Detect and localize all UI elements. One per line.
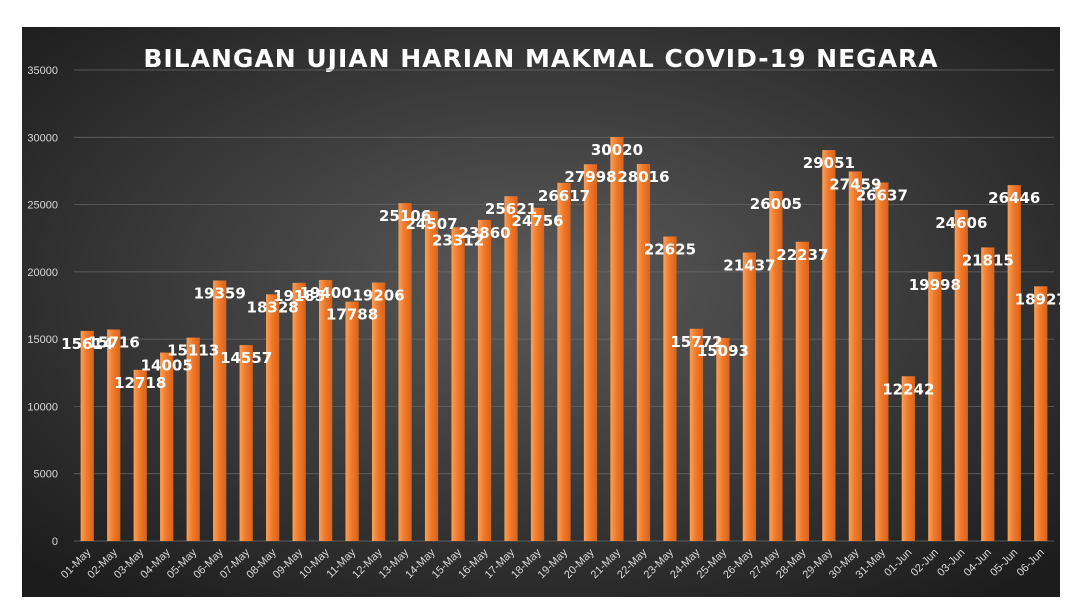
data-label-06-May: 19359 bbox=[194, 284, 246, 302]
y-tick-label: 20000 bbox=[27, 267, 58, 279]
y-tick-label: 0 bbox=[52, 536, 58, 548]
data-label-02-Jun: 19998 bbox=[909, 276, 961, 294]
bar-20-May bbox=[583, 164, 598, 541]
bar-18-May bbox=[530, 207, 545, 541]
y-tick-label: 25000 bbox=[27, 200, 58, 212]
chart-title: BILANGAN UJIAN HARIAN MAKMAL COVID-19 NE… bbox=[143, 44, 938, 73]
bar-11-May bbox=[345, 301, 359, 541]
bar-06-Jun bbox=[1034, 286, 1048, 541]
bar-22-May bbox=[636, 163, 651, 541]
data-label-12-May: 19206 bbox=[353, 287, 405, 305]
bar-27-May bbox=[769, 191, 783, 541]
bar-01-May bbox=[80, 330, 94, 541]
data-label-04-Jun: 21815 bbox=[962, 251, 1014, 269]
bar-30-May bbox=[848, 171, 862, 541]
data-label-14-May: 24507 bbox=[405, 215, 457, 233]
bar-04-May bbox=[160, 352, 174, 541]
data-label-31-May: 26637 bbox=[856, 187, 908, 205]
data-label-26-May: 21437 bbox=[723, 257, 775, 275]
data-label-15-May: 23312 bbox=[432, 231, 484, 249]
bar-15-May bbox=[451, 227, 465, 541]
bar-05-Jun bbox=[1007, 185, 1021, 541]
data-label-18-May: 24756 bbox=[511, 212, 563, 230]
y-axis-ticks: 0 5000 10000 15000 20000 25000 30000 35000 bbox=[27, 65, 58, 548]
bar-31-May bbox=[875, 182, 889, 541]
data-label-27-May: 26005 bbox=[750, 195, 802, 213]
bar-01-Jun bbox=[901, 376, 915, 541]
data-label-10-May: 19400 bbox=[300, 284, 352, 302]
bar-21-May bbox=[610, 137, 624, 541]
data-label-28-May: 22237 bbox=[776, 246, 828, 264]
data-label-13-May: 25106 bbox=[379, 207, 431, 225]
bar-28-May bbox=[795, 241, 809, 541]
data-label-20-May: 27998 bbox=[564, 168, 616, 186]
data-label-08-May: 18328 bbox=[247, 298, 299, 316]
bar-06-May bbox=[213, 280, 227, 541]
data-label-09-May: 19185 bbox=[273, 287, 325, 305]
bar-07-May bbox=[239, 345, 253, 541]
y-tick-label: 35000 bbox=[27, 65, 58, 77]
bar-29-May bbox=[822, 150, 836, 541]
data-label-23-May: 22625 bbox=[644, 241, 696, 259]
data-label-01-Jun: 12242 bbox=[882, 380, 934, 398]
bar-14-May bbox=[424, 211, 439, 541]
bar-16-May bbox=[477, 219, 492, 541]
bar-09-May bbox=[292, 282, 306, 541]
data-label-05-May: 15113 bbox=[167, 342, 219, 360]
bar-chart: BILANGAN UJIAN HARIAN MAKMAL COVID-19 NE… bbox=[22, 27, 1060, 597]
data-label-03-Jun: 24606 bbox=[935, 214, 987, 232]
y-tick-label: 10000 bbox=[27, 401, 58, 413]
bar-17-May bbox=[504, 196, 518, 541]
bar-03-Jun bbox=[954, 209, 968, 542]
bar-03-May bbox=[133, 369, 147, 541]
data-label-07-May: 14557 bbox=[220, 349, 272, 367]
bar-02-Jun bbox=[928, 271, 942, 541]
data-label-05-Jun: 26446 bbox=[988, 189, 1040, 207]
bar-25-May bbox=[716, 337, 730, 541]
data-label-21-May: 30020 bbox=[591, 141, 643, 159]
bar-10-May bbox=[319, 279, 333, 541]
y-tick-label: 5000 bbox=[34, 469, 58, 481]
bar-24-May bbox=[689, 328, 704, 541]
data-label-24-May: 15772 bbox=[670, 333, 722, 351]
bar-23-May bbox=[663, 236, 677, 541]
bars bbox=[80, 137, 1048, 542]
bar-13-May bbox=[398, 203, 412, 542]
data-label-02-May: 15716 bbox=[88, 334, 140, 352]
data-label-06-Jun: 18927 bbox=[1015, 290, 1060, 308]
bar-26-May bbox=[742, 252, 757, 541]
data-label-16-May: 23860 bbox=[458, 224, 510, 242]
data-label-25-May: 15093 bbox=[697, 342, 749, 360]
bar-05-May bbox=[186, 337, 200, 541]
data-label-19-May: 26617 bbox=[538, 187, 590, 205]
bar-04-Jun bbox=[981, 247, 995, 541]
bar-12-May bbox=[371, 282, 386, 541]
bar-08-May bbox=[266, 294, 280, 541]
data-label-17-May: 25621 bbox=[485, 200, 537, 218]
data-label-30-May: 27459 bbox=[829, 175, 881, 193]
y-tick-label: 30000 bbox=[27, 132, 58, 144]
bar-02-May bbox=[107, 329, 121, 541]
data-label-04-May: 14005 bbox=[141, 357, 193, 375]
bar-19-May bbox=[557, 182, 571, 542]
data-label-29-May: 29051 bbox=[803, 154, 855, 172]
data-label-01-May: 15614 bbox=[61, 335, 113, 353]
chart-panel: BILANGAN UJIAN HARIAN MAKMAL COVID-19 NE… bbox=[22, 27, 1060, 597]
data-label-22-May: 28016 bbox=[617, 168, 669, 186]
data-label-03-May: 12718 bbox=[114, 374, 166, 392]
data-label-11-May: 17788 bbox=[326, 306, 378, 324]
y-tick-label: 15000 bbox=[27, 334, 58, 346]
